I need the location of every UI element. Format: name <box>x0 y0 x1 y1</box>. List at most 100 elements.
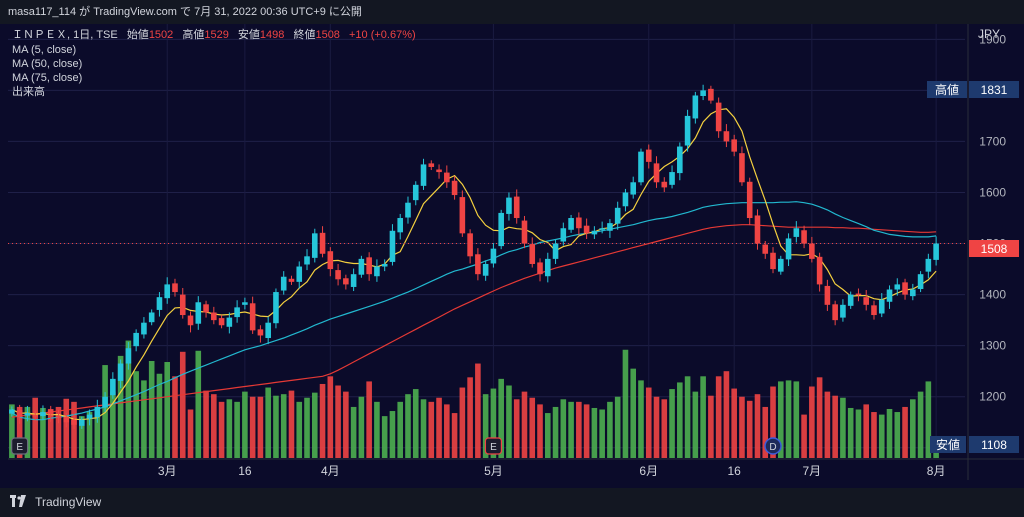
legend-low-label: 安値 <box>238 27 260 41</box>
candle-body <box>242 302 248 305</box>
candle-body <box>335 270 341 280</box>
volume-bar <box>40 407 46 458</box>
volume-bar <box>16 406 23 458</box>
candle-body <box>451 180 458 196</box>
volume-bar <box>311 392 318 458</box>
candle-body <box>249 303 256 331</box>
volume-bar <box>692 391 699 458</box>
volume-bar <box>195 350 202 458</box>
volume-bar <box>475 363 481 458</box>
volume-bar <box>521 391 528 458</box>
candle-body <box>148 312 155 323</box>
volume-bar <box>335 385 341 458</box>
volume-bar <box>824 391 831 458</box>
candle-body <box>389 230 396 262</box>
volume-bar <box>257 396 264 458</box>
candle-body <box>475 254 481 275</box>
footer-brand: TradingView <box>35 495 102 509</box>
volume-bar <box>350 406 357 458</box>
candle-body <box>878 299 885 314</box>
volume-bar <box>358 396 365 458</box>
candle-body <box>591 230 598 235</box>
volume-bar <box>801 414 807 458</box>
volume-bar <box>498 378 504 458</box>
legend-ma5[interactable]: MA (5, close) <box>12 44 76 56</box>
volume-bar <box>754 394 761 458</box>
volume-bar <box>910 399 916 458</box>
volume-bar <box>405 394 411 458</box>
volume-bar <box>55 406 62 458</box>
volume-bar <box>327 376 334 458</box>
legend-volume[interactable]: 出来高 <box>12 84 45 98</box>
candle-body <box>436 169 442 173</box>
legend-change: +10 (+0.67%) <box>349 29 416 41</box>
candle-body <box>133 332 139 347</box>
chart-frame[interactable]: 190018001700160015001400130012001100JPY3… <box>0 24 1024 488</box>
candle-body <box>412 184 419 201</box>
volume-bar <box>645 387 652 458</box>
price-chart[interactable]: 190018001700160015001400130012001100JPY3… <box>0 24 1024 488</box>
volume-bar <box>86 412 93 458</box>
volume-bar <box>156 373 163 458</box>
candle-body <box>653 163 660 183</box>
candle-body <box>669 172 675 185</box>
volume-bar <box>319 383 326 458</box>
volume-bar <box>809 386 815 458</box>
low-label-badge <box>930 436 966 453</box>
candle-body <box>327 251 334 270</box>
candle-body <box>420 164 427 186</box>
date-tick-label: 8月 <box>927 464 946 478</box>
volume-bar <box>280 394 287 458</box>
candle-body <box>319 232 326 254</box>
candle-body <box>280 276 287 291</box>
candle-body <box>886 289 893 302</box>
candle-body <box>638 151 644 183</box>
candle-body <box>218 318 225 326</box>
candle-body <box>179 294 186 316</box>
volume-bar <box>343 391 349 458</box>
candle-body <box>521 220 528 244</box>
volume-bar <box>552 406 559 458</box>
volume-bar <box>389 411 396 458</box>
candle-body <box>622 192 629 207</box>
candle-body <box>599 228 605 230</box>
volume-bar <box>723 371 730 458</box>
volume-bar <box>871 412 877 458</box>
volume-bar <box>832 395 838 458</box>
volume-bar <box>669 389 675 458</box>
candle-body <box>428 163 435 167</box>
volume-bar <box>684 376 691 458</box>
candle-body <box>824 285 831 305</box>
volume-bar <box>436 397 442 458</box>
earnings-marker <box>11 437 29 455</box>
volume-bar <box>172 376 178 458</box>
candle-body <box>544 258 551 277</box>
legend-open-value: 1502 <box>149 29 173 41</box>
volume-bar <box>731 388 737 458</box>
volume-bar <box>444 404 450 458</box>
legend-ma50[interactable]: MA (50, close) <box>12 58 82 70</box>
legend-ma75[interactable]: MA (75, close) <box>12 72 82 84</box>
candle-body <box>172 283 178 293</box>
candle-body <box>459 197 466 234</box>
candle-body <box>125 348 132 364</box>
volume-bar <box>428 401 435 458</box>
candle-body <box>467 233 473 257</box>
publish-info-bar: masa117_114 が TradingView.com で 7月 31, 2… <box>0 0 1024 24</box>
ma5-line <box>11 108 937 421</box>
volume-bar <box>179 351 186 458</box>
candle-body <box>397 218 404 233</box>
volume-bar <box>816 377 823 458</box>
candle-body <box>925 258 932 272</box>
volume-bar <box>32 397 38 458</box>
candle-body <box>576 217 582 229</box>
legend: ＩＮＰＥＸ, 1日, TSE 始値1502 高値1529 安値1498 終値15… <box>12 27 416 98</box>
volume-bar <box>762 406 769 458</box>
volume-bar <box>265 387 271 458</box>
candle-body <box>793 228 800 237</box>
price-tick-label: 1400 <box>979 288 1006 302</box>
volume-bar <box>917 391 924 458</box>
candle-body <box>55 416 62 418</box>
volume-bar <box>583 404 590 458</box>
candle-body <box>777 258 784 272</box>
